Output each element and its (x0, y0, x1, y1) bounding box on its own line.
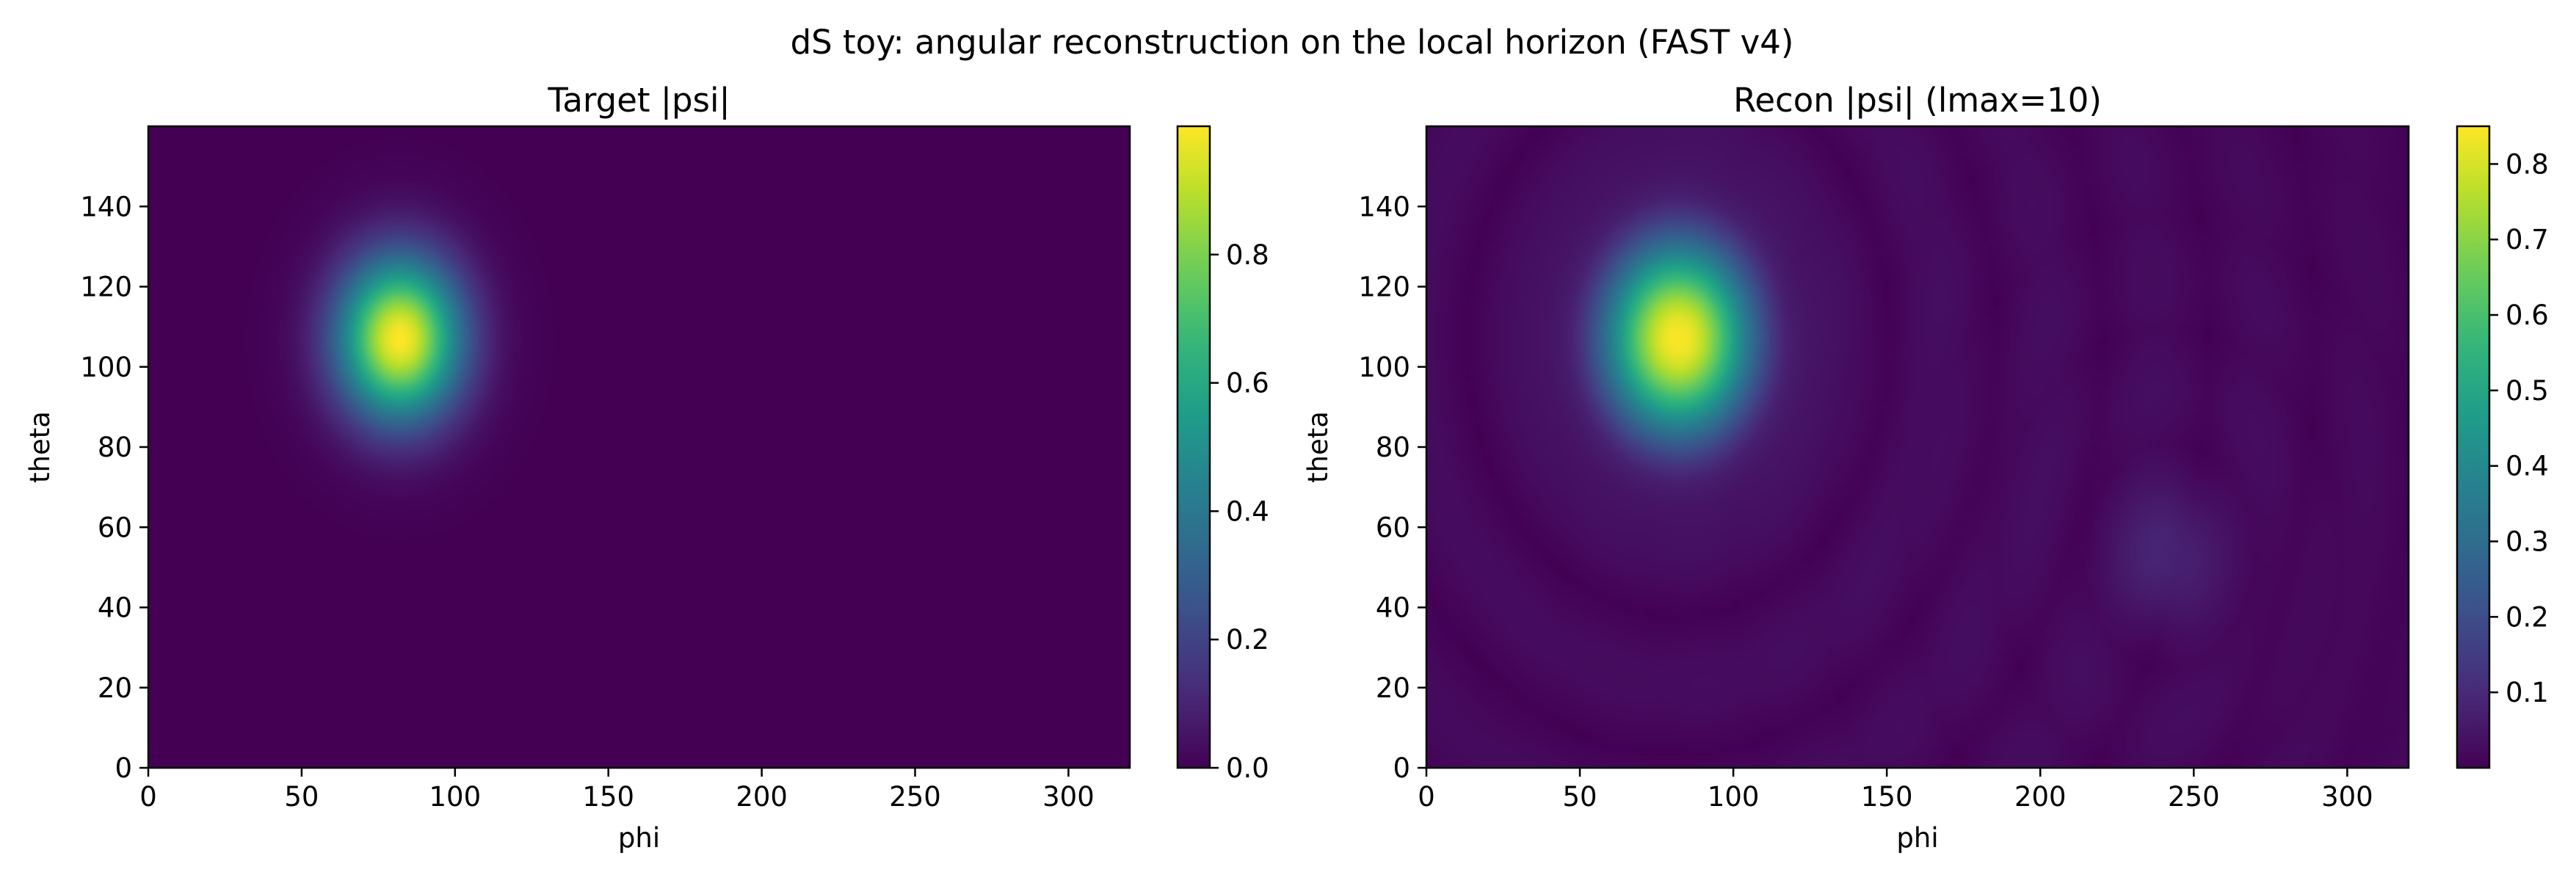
x-tick-label: 50 (1563, 781, 1597, 813)
colorbar-tick-label: 0.5 (2506, 375, 2549, 407)
x-tick-label: 0 (139, 781, 157, 813)
colorbar: 0.0 0.2 0.4 0.6 0.8 (1176, 125, 1269, 784)
x-tick-label: 200 (736, 781, 788, 813)
colorbar-tick-label: 0.4 (2506, 451, 2549, 482)
y-tick-label: 0 (115, 752, 132, 784)
y-tick-label: 20 (1376, 672, 1410, 704)
colorbar-tick-label: 0.8 (1226, 239, 1269, 271)
y-axis-label: theta (1302, 411, 1334, 483)
colorbar: 0.1 0.2 0.3 0.4 0.5 0.6 0.7 0.8 (2456, 125, 2549, 769)
y-tick-label: 20 (98, 672, 132, 704)
colorbar-tick-label: 0.6 (1226, 368, 1269, 399)
colorbar-tick-label: 0.8 (2506, 148, 2549, 180)
x-tick-label: 300 (1042, 781, 1095, 813)
colorbar-gradient (2456, 125, 2491, 769)
y-tick-label: 100 (80, 352, 132, 383)
panel-title: Target |psi| (547, 81, 730, 120)
x-tick-label: 300 (2321, 781, 2373, 813)
x-tick-label: 200 (2014, 781, 2067, 813)
x-axis-label: phi (618, 822, 660, 854)
x-tick-label: 0 (1418, 781, 1435, 813)
heatmap-image (148, 126, 1130, 768)
y-tick-label: 140 (1358, 191, 1410, 222)
colorbar-tick-label: 0.3 (2506, 526, 2549, 558)
x-tick-label: 250 (889, 781, 941, 813)
colorbar-tick-label: 0.4 (1226, 495, 1269, 527)
colorbar-gradient (1176, 125, 1211, 769)
heatmap-panel-1: Target |psi| 0 50 100 150 200 250 300 0 20 40 60 80 1… (24, 81, 1269, 854)
heatmap-image (1426, 126, 2409, 768)
x-tick-label: 50 (284, 781, 319, 813)
colorbar-tick-label: 0.2 (1226, 624, 1269, 656)
y-tick-label: 120 (1358, 272, 1410, 303)
y-tick-label: 100 (1358, 352, 1410, 383)
x-tick-label: 250 (2168, 781, 2220, 813)
y-tick-label: 140 (80, 191, 132, 222)
y-tick-label: 80 (1376, 432, 1410, 463)
x-tick-label: 100 (1708, 781, 1760, 813)
y-tick-label: 40 (98, 592, 132, 624)
y-axis-label: theta (24, 411, 56, 483)
colorbar-tick-label: 0.2 (2506, 601, 2549, 633)
panel-title: Recon |psi| (lmax=10) (1733, 81, 2102, 120)
colorbar-tick-label: 0.0 (1226, 752, 1269, 784)
y-tick-label: 60 (98, 512, 132, 543)
y-tick-label: 120 (80, 272, 132, 303)
figure-title: dS toy: angular reconstruction on the lo… (791, 23, 1794, 62)
y-tick-label: 40 (1376, 592, 1410, 624)
colorbar-tick-label: 0.1 (2506, 677, 2549, 708)
x-tick-label: 100 (429, 781, 482, 813)
x-tick-label: 150 (1861, 781, 1913, 813)
x-axis-label: phi (1896, 822, 1938, 854)
colorbar-tick-label: 0.7 (2506, 224, 2549, 255)
colorbar-tick-label: 0.6 (2506, 299, 2549, 331)
y-tick-label: 0 (1393, 752, 1410, 784)
y-tick-label: 80 (98, 432, 132, 463)
x-tick-label: 150 (582, 781, 634, 813)
heatmap-panel-2: Recon |psi| (lmax=10)0 50 100 150 200 250 3000… (1302, 81, 2549, 854)
y-tick-label: 60 (1376, 512, 1410, 543)
